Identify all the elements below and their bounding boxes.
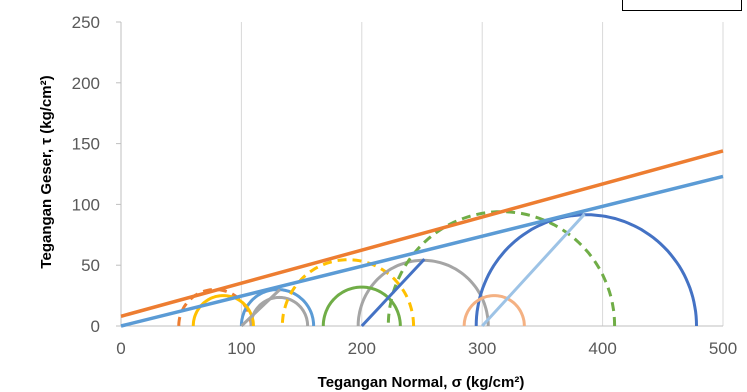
y-tick-label-100: 100 xyxy=(72,195,100,214)
y-tick-label-250: 250 xyxy=(72,13,100,32)
x-tick-label-300: 300 xyxy=(468,339,496,358)
mohr-circle-7 xyxy=(321,285,402,326)
stress-path-2 xyxy=(360,258,426,328)
mohr-circle-6 xyxy=(356,258,490,326)
mohr-circle-3 xyxy=(249,295,310,327)
failure-envelope-2 xyxy=(120,174,724,328)
mohr-circle-10 xyxy=(462,294,526,327)
failure-envelope-1 xyxy=(120,149,724,318)
x-tick-label-0: 0 xyxy=(116,339,125,358)
y-axis-title: Tegangan Geser, τ (kg/cm²) xyxy=(38,75,55,268)
y-tick-label-0: 0 xyxy=(91,317,100,336)
x-axis-title: Tegangan Normal, σ (kg/cm²) xyxy=(318,374,525,391)
mohr-circle-4 xyxy=(191,294,255,327)
x-tick-label-500: 500 xyxy=(709,339,737,358)
stress-path-3 xyxy=(481,213,586,328)
mohr-circle-9 xyxy=(474,213,698,327)
legend-box xyxy=(622,0,742,11)
x-tick-label-400: 400 xyxy=(588,339,616,358)
x-tick-label-200: 200 xyxy=(348,339,376,358)
axes xyxy=(116,21,723,327)
stress-path-1 xyxy=(240,288,281,328)
mohr-circle-5 xyxy=(280,258,416,327)
y-tick-label-200: 200 xyxy=(72,74,100,93)
tick-labels: 0 100 200 300 400 500 0 50 100 150 200 250 xyxy=(72,13,738,358)
mohr-circle-8 xyxy=(386,210,617,327)
plot-area xyxy=(120,149,724,328)
y-tick-label-50: 50 xyxy=(81,256,100,275)
x-tick-label-100: 100 xyxy=(227,339,255,358)
gridlines xyxy=(240,22,724,326)
y-tick-label-150: 150 xyxy=(72,135,100,154)
